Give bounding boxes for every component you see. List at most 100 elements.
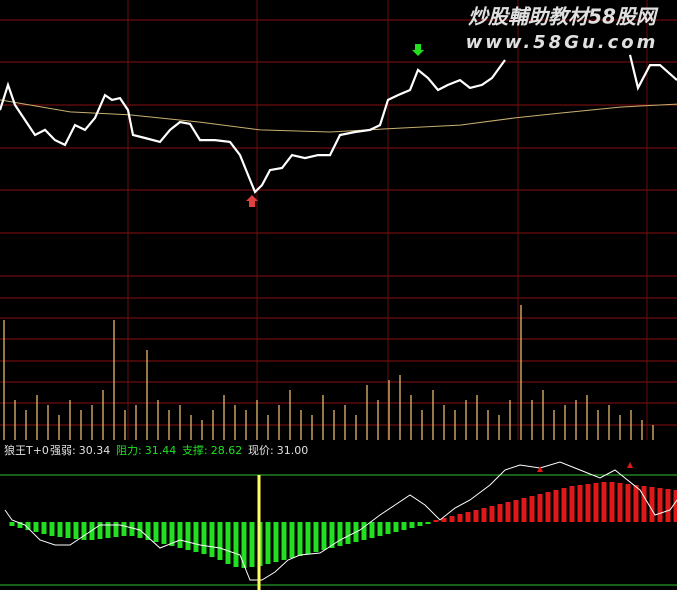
- line-series: [0, 54, 677, 194]
- histogram-bar: [121, 522, 127, 536]
- readout-label: 现价:: [248, 444, 274, 457]
- histogram-bar: [329, 522, 335, 548]
- histogram-bar: [537, 494, 543, 522]
- buy-arrow: [246, 195, 258, 207]
- histogram-bar: [313, 522, 319, 552]
- readout-value: 31.44: [145, 444, 177, 457]
- histogram-bar: [169, 522, 175, 546]
- histogram-bar: [521, 498, 527, 522]
- histogram-bar: [593, 483, 599, 522]
- histogram-bar: [265, 522, 271, 564]
- histogram-bar: [553, 490, 559, 522]
- histogram-bar: [569, 486, 575, 522]
- histogram-bar: [49, 522, 55, 536]
- readout-value: 28.62: [211, 444, 243, 457]
- histogram-bar: [457, 514, 463, 522]
- histogram-bar: [641, 486, 647, 522]
- marks: [0, 54, 677, 581]
- histogram-bar: [561, 488, 567, 522]
- histogram-bar: [193, 522, 199, 552]
- readout-field: 阻力: 31.44: [116, 444, 176, 457]
- sell-arrow: [412, 44, 424, 56]
- histogram-bar: [201, 522, 207, 554]
- readout-field: 支撑: 28.62: [182, 443, 242, 457]
- readout-field: 现价: 31.00: [248, 444, 308, 457]
- histogram-bar: [577, 485, 583, 522]
- histogram-bar: [161, 522, 167, 544]
- line-series: [0, 99, 677, 133]
- histogram-bar: [297, 522, 303, 556]
- histogram-bar: [425, 522, 431, 524]
- histogram-bar: [153, 522, 159, 542]
- histogram-bar: [113, 522, 119, 537]
- histogram-bar: [33, 522, 39, 532]
- histogram-bar: [145, 522, 151, 540]
- histogram-bar: [281, 522, 287, 560]
- signal-marker: [537, 466, 543, 472]
- histogram-bar: [289, 522, 295, 558]
- histogram-bar: [473, 510, 479, 522]
- histogram-bar: [105, 522, 111, 538]
- histogram-bar: [185, 522, 191, 550]
- histogram-bar: [609, 482, 615, 522]
- readout-label: 强弱:: [50, 444, 76, 457]
- histogram-bar: [209, 522, 215, 557]
- readout-field: 强弱: 30.34: [50, 444, 110, 457]
- histogram-bar: [345, 522, 351, 544]
- histogram-bar: [665, 489, 671, 522]
- readout-value: 30.34: [79, 444, 111, 457]
- histogram-bar: [25, 522, 31, 530]
- histogram-bar: [585, 484, 591, 522]
- histogram-bar: [41, 522, 47, 534]
- watermark-title: 炒股輔助教材58股网: [468, 5, 659, 29]
- histogram-bar: [65, 522, 71, 538]
- readout-label: 阻力:: [116, 444, 142, 457]
- histogram-bar: [273, 522, 279, 562]
- histogram-bar: [417, 522, 423, 526]
- histogram-bar: [233, 522, 239, 567]
- histogram-bar: [633, 485, 639, 522]
- histogram-bar: [57, 522, 63, 537]
- histogram-bar: [97, 522, 103, 539]
- histogram-bar: [321, 522, 327, 550]
- histogram-bar: [449, 516, 455, 522]
- histogram-bar: [617, 483, 623, 522]
- histogram-bar: [505, 502, 511, 522]
- histogram-bar: [433, 520, 439, 522]
- histogram-bar: [401, 522, 407, 530]
- histogram-bar: [657, 488, 663, 522]
- histogram-bar: [385, 522, 391, 534]
- histogram-bar: [249, 522, 255, 567]
- histogram-bar: [129, 522, 135, 536]
- line-series: [4, 461, 677, 581]
- histogram-bar: [513, 500, 519, 522]
- histogram-bar: [393, 522, 399, 532]
- histogram-bar: [377, 522, 383, 536]
- indicator-readout: 狼王T+0 强弱: 30.34 阻力: 31.44 支撑: 28.62 现价: 31.00: [4, 443, 308, 457]
- readout-label: 支撑:: [182, 443, 208, 457]
- histogram-bar: [601, 482, 607, 522]
- histogram-bar: [337, 522, 343, 546]
- histogram-bar: [497, 504, 503, 522]
- histogram-bar: [361, 522, 367, 540]
- readout-value: 31.00: [277, 444, 309, 457]
- histogram-bar: [489, 506, 495, 522]
- histogram-bar: [305, 522, 311, 554]
- histogram-bar: [673, 490, 677, 522]
- histogram-bar: [81, 522, 87, 540]
- indicator-name: 狼王T+0: [4, 443, 49, 457]
- histogram-bar: [409, 522, 415, 528]
- histogram-bar: [89, 522, 95, 540]
- histogram-bar: [73, 522, 79, 539]
- histogram-bar: [481, 508, 487, 522]
- histogram-bar: [241, 522, 247, 568]
- histogram-bar: [369, 522, 375, 538]
- histogram-bar: [9, 522, 15, 526]
- watermark-url: www.58Gu.com: [466, 32, 659, 53]
- histogram-bar: [625, 484, 631, 522]
- histogram-bar: [225, 522, 231, 564]
- histogram-bar: [529, 496, 535, 522]
- histogram-bar: [17, 522, 23, 528]
- histogram-bar: [545, 492, 551, 522]
